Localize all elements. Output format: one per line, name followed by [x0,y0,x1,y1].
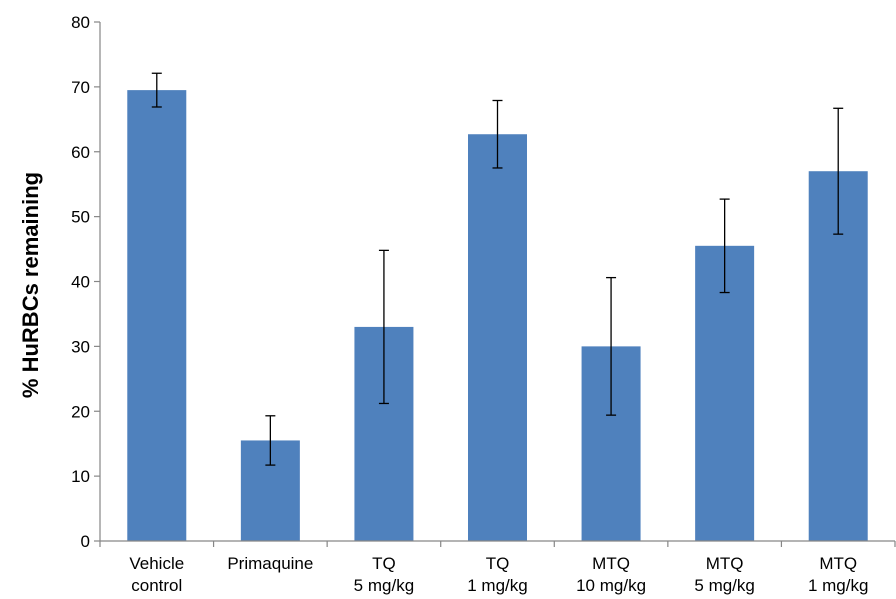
bar [695,245,755,541]
x-tick-label: MTQ [592,554,630,573]
x-tick-label: control [131,576,182,595]
x-tick-label: TQ [486,554,510,573]
x-tick-label: 10 mg/kg [576,576,646,595]
x-tick-label: 1 mg/kg [808,576,868,595]
x-axis-ticks [99,541,896,547]
y-axis-ticks: 0 10 20 30 40 50 60 70 80 [71,13,100,551]
x-tick-label: 1 mg/kg [467,576,527,595]
x-tick-label: TQ [372,554,396,573]
bar [468,134,527,541]
error-bar [606,276,617,416]
y-tick-label: 30 [71,337,90,356]
y-tick-label: 50 [71,208,90,227]
x-tick-label: 5 mg/kg [694,576,754,595]
y-tick-label: 10 [71,467,90,486]
error-bar [492,99,503,169]
y-tick-label: 0 [81,532,90,551]
error-bar [833,107,844,235]
bars [127,90,868,542]
y-tick-label: 40 [71,273,90,292]
y-tick-label: 20 [71,402,90,421]
error-bar [151,72,162,108]
error-bar [719,198,730,294]
x-tick-label: Primaquine [227,554,313,573]
error-bar [378,249,389,405]
error-bar [265,415,276,466]
x-tick-label: Vehicle [129,554,184,573]
y-tick-label: 80 [71,13,90,32]
x-tick-label: 5 mg/kg [354,576,414,595]
x-axis-labels: Vehicle control Primaquine TQ 5 mg/kg TQ 1 mg/… [129,554,868,595]
x-tick-label: MTQ [706,554,744,573]
error-bars [151,72,844,466]
x-tick-label: MTQ [819,554,857,573]
y-axis-title: % HuRBCs remaining [18,172,43,398]
y-tick-label: 70 [71,78,90,97]
bar [127,90,187,542]
y-tick-label: 60 [71,143,90,162]
